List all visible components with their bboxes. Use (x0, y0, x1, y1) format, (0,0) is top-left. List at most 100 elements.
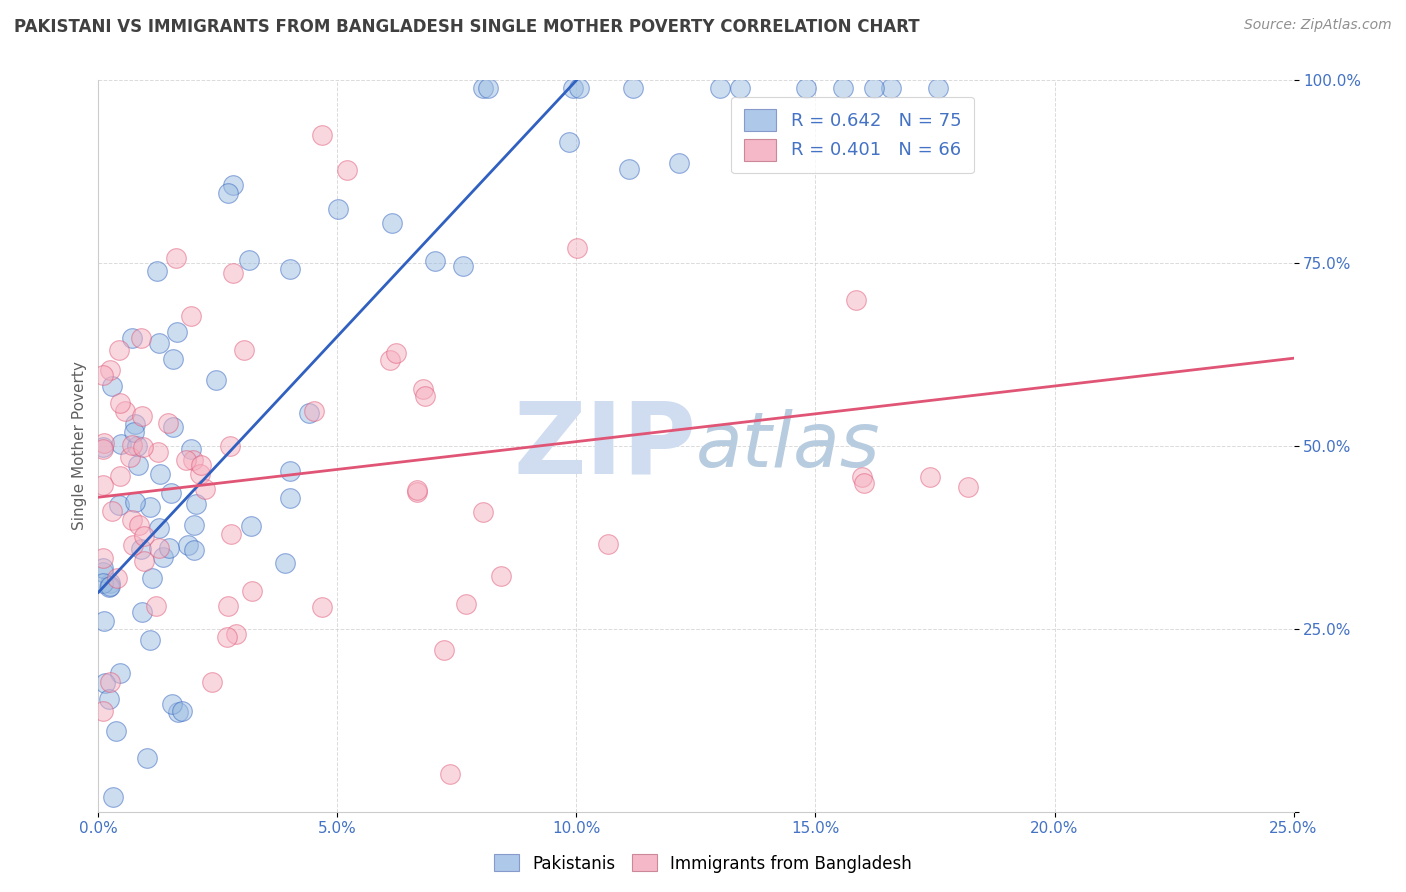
Point (100, 378, 122, 392)
Point (110, 437, 132, 451)
Point (205, 373, 228, 387)
Point (131, 409, 153, 424)
Point (132, 440, 155, 454)
Point (145, 599, 167, 613)
Point (107, 498, 129, 512)
Point (148, 541, 170, 555)
Point (93, 436, 115, 450)
Point (132, 554, 155, 568)
Point (217, 186, 239, 200)
Point (160, 486, 183, 500)
Point (97, 692, 120, 706)
Point (101, 790, 124, 805)
Point (794, 80, 817, 95)
Point (121, 537, 143, 551)
Point (139, 633, 162, 648)
Point (221, 527, 243, 541)
Point (98, 576, 121, 591)
Point (880, 80, 903, 95)
Point (110, 396, 132, 410)
Point (127, 439, 149, 453)
Point (311, 128, 333, 143)
Point (456, 597, 478, 611)
Point (135, 751, 157, 765)
Point (278, 464, 301, 478)
Point (183, 517, 205, 532)
Point (405, 485, 427, 500)
Point (278, 261, 301, 276)
Point (201, 674, 224, 689)
Point (918, 470, 941, 484)
Point (148, 521, 170, 535)
Text: Source: ZipAtlas.com: Source: ZipAtlas.com (1244, 18, 1392, 32)
Point (238, 252, 260, 267)
Point (177, 538, 200, 552)
Point (105, 571, 128, 585)
Point (851, 470, 873, 484)
Point (91, 478, 114, 492)
Point (98, 579, 121, 593)
Point (157, 541, 180, 556)
Point (98, 580, 121, 594)
Point (93, 614, 115, 628)
Point (100, 504, 122, 518)
Point (91, 704, 114, 718)
Point (91, 440, 114, 454)
Point (239, 518, 262, 533)
Point (730, 80, 752, 95)
Point (152, 549, 174, 564)
Point (222, 266, 245, 280)
Point (91, 550, 114, 565)
Point (131, 331, 153, 345)
Point (412, 382, 434, 396)
Point (180, 442, 202, 456)
Point (122, 425, 145, 439)
Point (451, 259, 474, 273)
Point (832, 80, 855, 95)
Point (165, 251, 187, 265)
Point (845, 293, 868, 307)
Point (186, 497, 208, 511)
Point (298, 406, 321, 420)
Point (957, 480, 980, 494)
Point (114, 404, 136, 418)
Point (162, 420, 184, 434)
Point (326, 202, 349, 217)
Point (166, 325, 188, 339)
Point (108, 343, 131, 357)
Point (166, 705, 188, 719)
Point (91, 368, 114, 382)
Point (124, 417, 146, 431)
Point (472, 505, 495, 519)
Point (127, 458, 149, 473)
Point (118, 450, 141, 464)
Point (172, 704, 194, 718)
Point (128, 518, 150, 533)
Point (336, 163, 359, 178)
Point (709, 80, 731, 95)
Point (160, 698, 183, 712)
Point (157, 417, 180, 431)
Point (146, 264, 169, 278)
Point (91, 442, 114, 456)
Point (278, 491, 301, 505)
Point (215, 630, 238, 644)
Point (557, 135, 579, 149)
Point (190, 458, 212, 472)
Point (110, 665, 132, 680)
Point (477, 80, 499, 95)
Point (232, 343, 254, 357)
Point (425, 253, 447, 268)
Legend: Pakistanis, Immigrants from Bangladesh: Pakistanis, Immigrants from Bangladesh (488, 847, 918, 880)
Point (927, 80, 949, 95)
Point (149, 467, 172, 481)
Point (110, 469, 132, 483)
Point (91, 566, 114, 580)
Point (183, 543, 205, 558)
Point (91, 576, 114, 591)
Point (567, 241, 589, 255)
Point (91, 561, 114, 575)
Point (274, 556, 297, 570)
Point (621, 80, 644, 95)
Point (862, 80, 884, 95)
